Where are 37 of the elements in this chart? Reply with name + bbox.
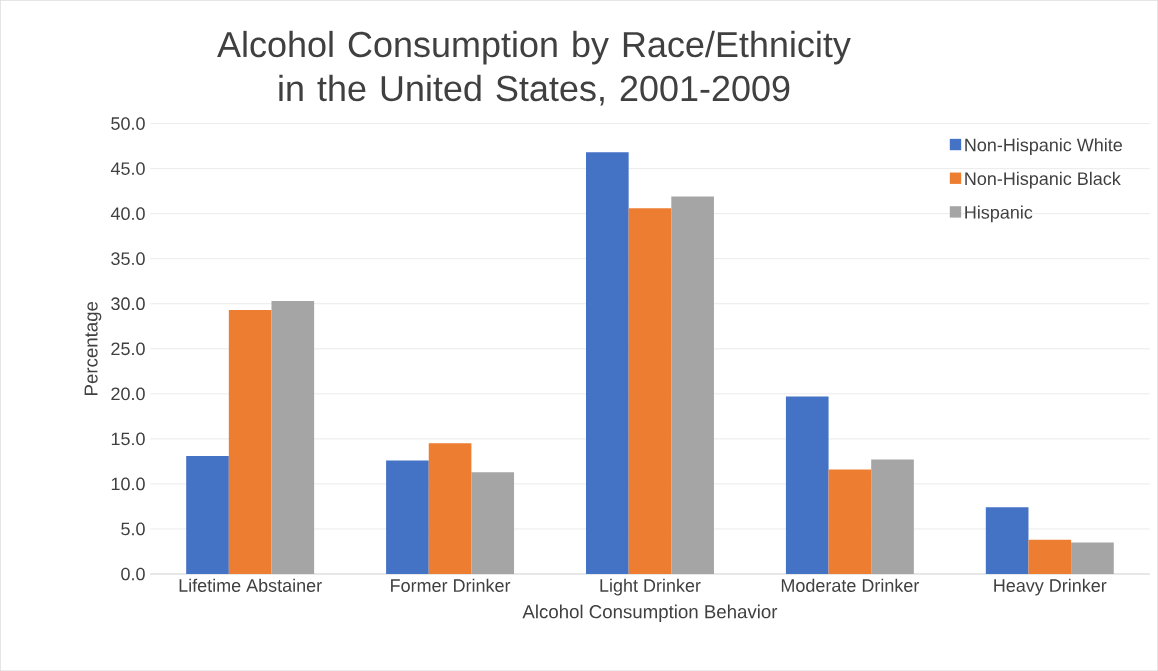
y-tick-label: 40.0 xyxy=(110,207,145,220)
y-tick-label: 35.0 xyxy=(111,252,145,265)
x-tick-label: Former Drinker xyxy=(391,578,511,592)
y-tick-label: 10.0 xyxy=(111,477,145,491)
bar xyxy=(471,472,515,574)
bar xyxy=(671,196,714,574)
y-tick-label: 20.0 xyxy=(111,387,145,401)
bar xyxy=(785,396,829,574)
y-tick-label: 0.0 xyxy=(121,567,145,581)
y-tick-label: 25.0 xyxy=(111,342,145,356)
bar xyxy=(428,443,472,574)
bar xyxy=(828,469,872,574)
x-tick-label: Lifetime Abstainer xyxy=(179,578,322,592)
y-tick-label: 15.0 xyxy=(111,432,145,446)
legend-label: Non-Hispanic White xyxy=(965,138,1122,155)
bar xyxy=(985,507,1029,574)
bar xyxy=(628,208,672,574)
y-tick-label: 30.0 xyxy=(111,297,145,310)
bar xyxy=(386,460,429,574)
bar xyxy=(586,152,629,574)
chart-title: Alcohol Consumption by Race/Ethnicity in the United States, 2001-2009 xyxy=(217,30,851,106)
bar xyxy=(228,309,272,574)
y-tick-label: 5.0 xyxy=(121,522,145,536)
legend-label: Non-Hispanic Black xyxy=(965,171,1121,189)
bar xyxy=(1028,539,1072,574)
bar xyxy=(871,459,914,574)
x-tick-label: Moderate Drinker xyxy=(781,578,920,592)
legend-label: Hispanic xyxy=(965,205,1033,223)
x-tick-label: Heavy Drinker xyxy=(994,578,1107,596)
bar xyxy=(271,300,315,574)
x-axis-title: Alcohol Consumption Behavior xyxy=(522,604,778,622)
x-tick-label: Light Drinker xyxy=(600,578,701,596)
y-axis-title: Percentage xyxy=(84,301,102,395)
y-tick-label: 45.0 xyxy=(110,162,145,175)
bar xyxy=(186,455,229,574)
bar xyxy=(1071,542,1114,574)
y-tick-label: 50.0 xyxy=(111,117,145,130)
